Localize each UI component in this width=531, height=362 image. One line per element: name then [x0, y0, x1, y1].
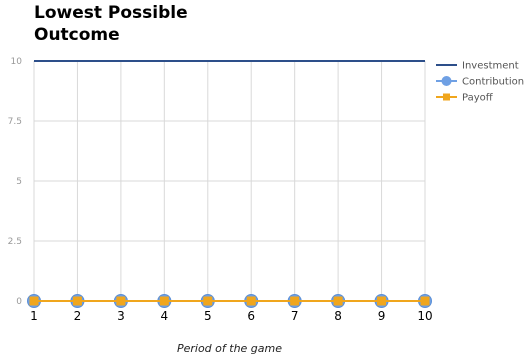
legend-label-investment: Investment: [462, 61, 519, 72]
y-tick-label: 0: [16, 297, 22, 307]
data-point-payoff: [116, 296, 126, 306]
series: [27, 60, 432, 308]
data-point-payoff: [203, 296, 213, 306]
data-point-payoff: [290, 296, 300, 306]
x-tick-label: 1: [30, 309, 38, 323]
y-tick-label: 7.5: [8, 117, 22, 127]
x-axis-title: Period of the game: [177, 342, 282, 355]
data-point-payoff: [377, 296, 387, 306]
legend-marker-contribution: [441, 76, 452, 86]
y-tick-label: 2.5: [8, 237, 22, 247]
data-point-payoff: [246, 296, 256, 306]
data-point-payoff: [29, 296, 39, 306]
axes: 0 2.5 5 7.5 10 1 2 3 4 5 6 7 8 9 10 Period of the game: [8, 57, 433, 355]
legend-marker-payoff: [443, 93, 450, 101]
x-tick-label: 4: [161, 309, 169, 323]
x-tick-label: 5: [204, 309, 212, 323]
x-tick-label: 8: [334, 309, 342, 323]
x-tick-label: 9: [378, 309, 386, 323]
y-tick-label: 10: [11, 57, 23, 67]
x-tick-label: 7: [291, 309, 299, 323]
legend-label-payoff: Payoff: [462, 93, 494, 104]
x-tick-label: 3: [117, 309, 125, 323]
data-point-payoff: [420, 296, 430, 306]
grid: [33, 60, 426, 307]
chart-title: Lowest Possible Outcome: [34, 3, 188, 45]
x-tick-label: 10: [417, 309, 432, 323]
x-tick-label: 2: [74, 309, 82, 323]
legend-label-contribution: Contribution: [462, 77, 524, 88]
data-point-payoff: [159, 296, 169, 306]
data-point-payoff: [333, 296, 343, 306]
y-tick-label: 5: [16, 177, 22, 187]
x-tick-label: 6: [247, 309, 255, 323]
data-point-payoff: [72, 296, 82, 306]
legend: Investment Contribution Payoff: [436, 61, 524, 104]
